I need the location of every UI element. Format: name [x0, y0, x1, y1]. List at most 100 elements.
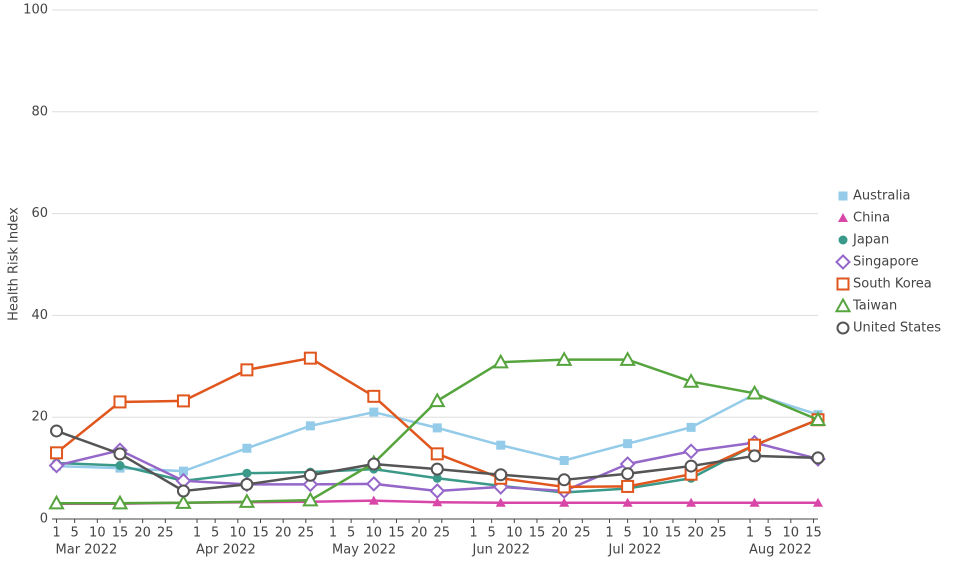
- data-point: [494, 468, 508, 482]
- x-tick-label: 10: [506, 526, 523, 541]
- data-point: [809, 411, 827, 426]
- data-point: [305, 421, 315, 431]
- data-point: [432, 497, 443, 507]
- data-point: [683, 443, 700, 460]
- x-tick-label: 10: [783, 526, 800, 541]
- x-tick-label: 25: [574, 526, 591, 541]
- x-tick-label: 15: [529, 526, 546, 541]
- legend-label: Australia: [853, 189, 911, 204]
- legend-marker: [838, 213, 848, 222]
- x-tick-label: 10: [642, 526, 659, 541]
- data-point: [621, 467, 635, 481]
- x-tick-label: 15: [252, 526, 269, 541]
- data-point: [559, 455, 569, 465]
- data-point: [555, 351, 573, 366]
- data-point: [492, 353, 509, 369]
- y-tick-label: 80: [31, 104, 48, 119]
- data-point: [302, 476, 319, 493]
- data-point: [111, 494, 129, 510]
- data-point: [175, 494, 192, 509]
- data-point: [430, 447, 444, 461]
- y-tick-label: 20: [31, 410, 48, 425]
- data-point: [48, 457, 65, 474]
- legend-label: Japan: [852, 233, 889, 248]
- data-point: [176, 484, 190, 498]
- y-tick-label: 0: [40, 512, 48, 527]
- data-point: [686, 422, 696, 432]
- x-month-label: Apr 2022: [196, 543, 256, 558]
- x-tick-label: 20: [551, 526, 568, 541]
- legend-marker: [836, 321, 850, 335]
- data-point: [432, 423, 442, 433]
- data-point: [365, 475, 382, 492]
- data-point: [748, 438, 762, 452]
- data-point: [242, 468, 252, 478]
- data-point: [303, 468, 317, 482]
- x-tick-label: 25: [157, 526, 174, 541]
- data-point: [368, 495, 379, 505]
- data-point: [242, 443, 252, 453]
- data-point: [623, 439, 633, 449]
- data-point: [50, 424, 64, 438]
- x-tick-label: 15: [388, 526, 405, 541]
- data-point: [48, 494, 65, 510]
- data-point: [303, 351, 317, 365]
- data-point: [302, 491, 319, 507]
- legend-label: Singapore: [853, 255, 919, 270]
- x-tick-label: 20: [687, 526, 704, 541]
- legend-marker: [836, 277, 850, 291]
- x-tick-label: 15: [665, 526, 682, 541]
- data-point: [811, 451, 825, 465]
- x-tick-label: 1: [605, 526, 613, 541]
- x-tick-label: 20: [134, 526, 151, 541]
- data-point: [240, 477, 254, 491]
- x-month-label: Jul 2022: [608, 543, 662, 558]
- y-tick-label: 60: [31, 206, 48, 221]
- data-point: [684, 459, 698, 473]
- data-point: [686, 497, 697, 507]
- x-tick-label: 25: [710, 526, 727, 541]
- data-point: [682, 373, 700, 388]
- x-tick-label: 5: [623, 526, 631, 541]
- x-month-label: Mar 2022: [56, 543, 118, 558]
- x-tick-label: 5: [71, 526, 79, 541]
- x-tick-label: 15: [805, 526, 822, 541]
- data-point: [495, 497, 506, 507]
- y-axis-title: Health Risk Index: [7, 207, 22, 321]
- data-point: [113, 447, 127, 461]
- data-point: [746, 384, 763, 400]
- x-tick-label: 20: [411, 526, 428, 541]
- data-point: [559, 497, 570, 507]
- data-point: [748, 449, 762, 463]
- data-point: [496, 440, 506, 450]
- x-tick-label: 10: [230, 526, 247, 541]
- legend-marker: [835, 254, 851, 270]
- legend-label: Taiwan: [852, 299, 897, 314]
- data-point: [749, 497, 760, 507]
- legend-label: South Korea: [853, 277, 932, 292]
- legend-marker: [834, 297, 852, 313]
- legend-marker: [838, 235, 848, 245]
- x-tick-label: 1: [193, 526, 201, 541]
- x-tick-label: 5: [764, 526, 772, 541]
- data-point: [557, 473, 571, 487]
- data-point: [369, 407, 379, 417]
- data-point: [429, 392, 446, 408]
- x-tick-label: 20: [275, 526, 292, 541]
- x-month-label: Aug 2022: [749, 543, 812, 558]
- x-tick-label: 1: [469, 526, 477, 541]
- data-point: [113, 395, 127, 409]
- legend-marker: [838, 191, 848, 201]
- data-point: [432, 473, 442, 483]
- data-point: [178, 466, 188, 476]
- data-point: [621, 479, 635, 493]
- data-point: [238, 493, 256, 508]
- data-point: [429, 483, 446, 499]
- x-month-label: May 2022: [332, 543, 396, 558]
- x-tick-label: 5: [211, 526, 219, 541]
- data-point: [622, 497, 633, 507]
- x-tick-label: 25: [298, 526, 315, 541]
- legend-label: China: [853, 211, 890, 226]
